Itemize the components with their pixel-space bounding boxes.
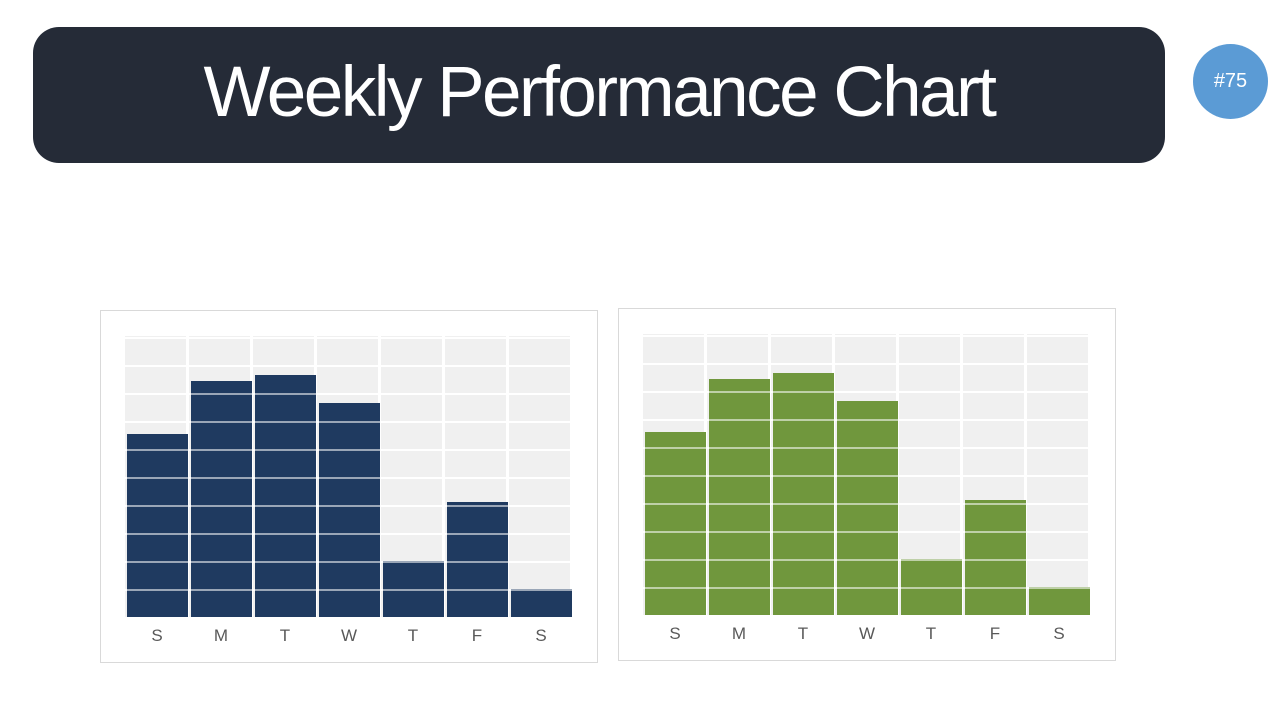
bar [644,432,706,615]
x-axis-label: W [340,626,358,645]
bar-slot [643,334,707,615]
bar [254,375,316,617]
bar-slot [189,336,253,617]
x-axis-label: T [279,626,291,645]
x-axis-label: F [471,626,483,645]
bar-slot [445,336,509,617]
x-axis-label: S [535,626,547,645]
plot-area [643,334,1091,615]
x-axis-label: M [213,626,229,645]
bar-slot [509,336,573,617]
bar [126,434,188,617]
x-axis-label: S [151,626,163,645]
bar-slot [963,334,1027,615]
x-axis-label: S [1053,624,1065,643]
x-axis-label: M [731,624,747,643]
plot-area [125,336,573,617]
bar-slot [125,336,189,617]
bar [1028,587,1090,615]
bar-slot [381,336,445,617]
bar [510,589,572,617]
bar [708,379,770,615]
header-banner: Weekly Performance Chart [33,27,1165,163]
x-axis-label: S [669,624,681,643]
x-axis-label: T [797,624,809,643]
bar [190,381,252,617]
x-axis-label: W [858,624,876,643]
bar-slot [707,334,771,615]
bar-slot [899,334,963,615]
bar-slot [253,336,317,617]
bar [446,502,508,617]
x-axis-label: T [925,624,937,643]
bar [964,500,1026,615]
bar [836,401,898,615]
bar [318,403,380,617]
bars-container [643,334,1091,615]
bar [772,373,834,615]
bar-slot [835,334,899,615]
bars-container [125,336,573,617]
page-title: Weekly Performance Chart [203,52,998,132]
x-axis-label: T [407,626,419,645]
slide-number-badge: #75 [1193,44,1268,119]
bar [900,559,962,615]
bar [382,561,444,617]
bar-slot [1027,334,1091,615]
bar-slot [317,336,381,617]
x-axis-label: F [989,624,1001,643]
bar-slot [771,334,835,615]
